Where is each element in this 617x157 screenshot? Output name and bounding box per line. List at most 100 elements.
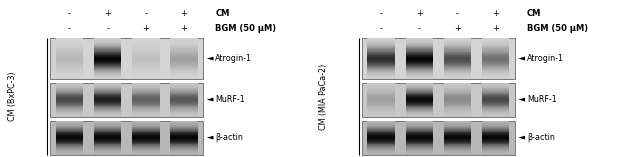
Bar <box>367 98 395 99</box>
Bar <box>132 103 160 104</box>
Bar <box>482 100 510 101</box>
Bar <box>367 86 395 87</box>
Bar <box>405 114 433 115</box>
Text: +: + <box>416 9 423 18</box>
Bar <box>367 65 395 66</box>
Bar <box>132 145 160 146</box>
Bar <box>94 93 122 94</box>
Bar <box>482 94 510 95</box>
Bar <box>56 97 83 98</box>
Bar <box>444 59 471 60</box>
Bar <box>482 38 510 39</box>
Text: +: + <box>492 24 499 33</box>
Bar <box>132 125 160 126</box>
Bar <box>56 144 83 145</box>
Bar <box>94 49 122 51</box>
Bar <box>132 140 160 141</box>
Bar <box>405 152 433 153</box>
Bar <box>94 150 122 151</box>
Bar <box>170 96 198 97</box>
Bar <box>132 54 160 56</box>
Bar <box>482 114 510 115</box>
Bar <box>94 91 122 92</box>
Bar <box>132 88 160 89</box>
Bar <box>56 136 83 137</box>
Bar <box>367 91 395 92</box>
Bar <box>132 38 160 39</box>
Bar <box>482 76 510 77</box>
Bar <box>444 99 471 100</box>
Bar <box>56 137 83 138</box>
Bar <box>482 112 510 113</box>
Bar <box>132 122 160 123</box>
Bar <box>482 126 510 127</box>
Bar <box>170 150 198 151</box>
Bar <box>94 77 122 78</box>
Text: β-actin: β-actin <box>215 133 243 142</box>
Bar <box>367 122 395 123</box>
Bar <box>132 41 160 43</box>
Bar <box>170 152 198 153</box>
Bar <box>482 128 510 129</box>
Bar <box>94 145 122 146</box>
Bar <box>444 112 471 113</box>
Bar <box>367 94 395 95</box>
Bar <box>56 111 83 112</box>
Bar <box>56 127 83 128</box>
Bar <box>405 135 433 136</box>
Bar <box>444 141 471 142</box>
Bar <box>405 69 433 70</box>
Bar <box>170 154 198 155</box>
Bar <box>132 112 160 113</box>
Bar <box>405 129 433 130</box>
Bar <box>367 123 395 124</box>
Bar <box>367 100 395 101</box>
Bar <box>132 90 160 91</box>
Bar <box>444 68 471 69</box>
Bar <box>444 109 471 110</box>
Bar <box>405 122 433 123</box>
Text: Atrogin-1: Atrogin-1 <box>527 54 564 63</box>
Bar <box>56 134 83 135</box>
Bar <box>132 72 160 73</box>
Bar <box>405 112 433 113</box>
Bar <box>170 131 198 132</box>
Bar <box>444 94 471 95</box>
Bar <box>482 131 510 132</box>
Bar <box>405 67 433 68</box>
Bar <box>94 70 122 72</box>
Bar <box>444 96 471 97</box>
Bar <box>94 95 122 96</box>
Bar <box>482 107 510 108</box>
Bar <box>482 62 510 64</box>
Bar <box>405 97 433 98</box>
Bar <box>170 94 198 95</box>
Bar <box>170 83 198 84</box>
Bar <box>444 144 471 145</box>
Bar <box>444 73 471 74</box>
Bar <box>405 92 433 93</box>
Bar <box>94 83 122 84</box>
Bar <box>132 138 160 139</box>
Bar <box>367 67 395 68</box>
Bar <box>94 39 122 41</box>
Bar <box>132 141 160 142</box>
Bar <box>132 152 160 153</box>
Bar <box>170 104 198 105</box>
Bar <box>94 130 122 131</box>
Bar <box>482 41 510 43</box>
Bar <box>367 137 395 138</box>
Text: Atrogin-1: Atrogin-1 <box>215 54 252 63</box>
Bar <box>444 128 471 129</box>
Bar <box>367 84 395 85</box>
Bar <box>132 93 160 94</box>
Bar <box>444 75 471 76</box>
Bar <box>367 106 395 107</box>
Bar <box>94 84 122 85</box>
Bar <box>405 38 433 39</box>
Bar <box>405 85 433 86</box>
Bar <box>405 128 433 129</box>
Bar <box>405 96 433 97</box>
Bar <box>170 151 198 152</box>
Bar <box>405 100 433 101</box>
